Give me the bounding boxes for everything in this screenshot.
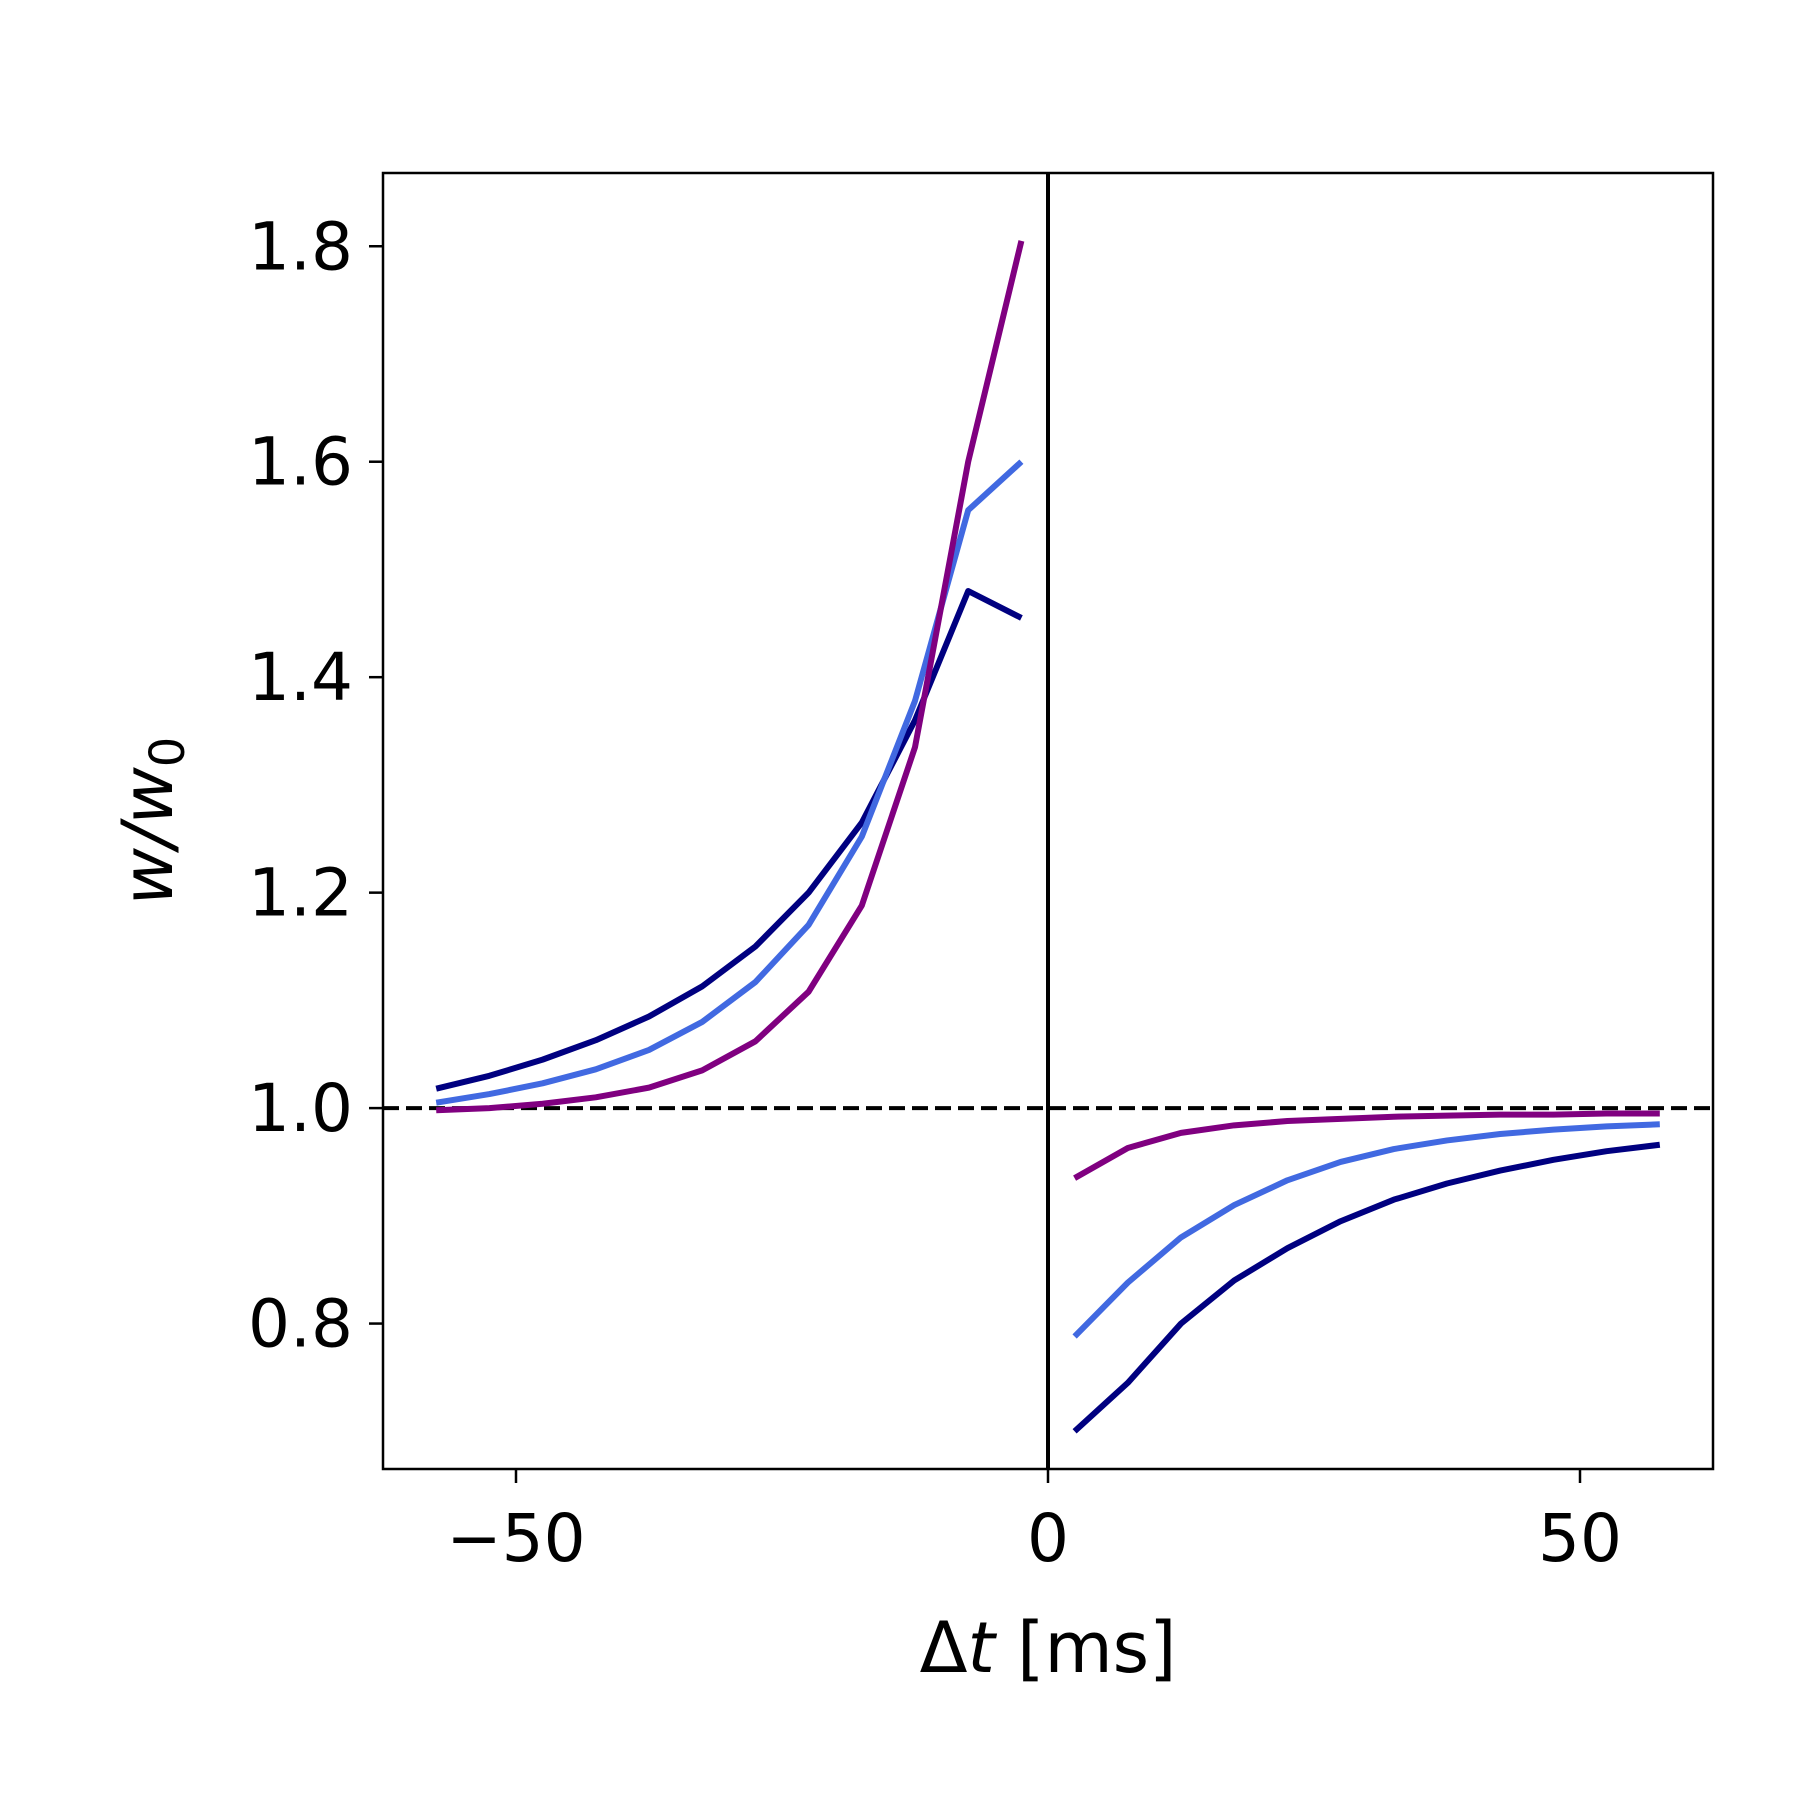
x-axis-label-variable: t (967, 1607, 997, 1689)
series-group (435, 240, 1661, 1434)
series-3-line-segment-1 (436, 240, 1025, 1114)
series-3-line-segment-2 (1073, 1110, 1660, 1181)
x-tick-label: −50 (446, 1500, 585, 1577)
series-1-line-segment-1 (435, 588, 1023, 1092)
reference-lines (383, 173, 1713, 1469)
y-tick-label: 1.0 (248, 1070, 353, 1147)
y-axis-label-subscript: 0 (140, 737, 196, 768)
y-tick-label: 1.6 (248, 424, 353, 501)
y-tick-label: 0.8 (248, 1286, 353, 1363)
y-tick-label: 1.4 (248, 639, 353, 716)
x-tick-label: 50 (1538, 1500, 1622, 1577)
y-axis-ticks: 0.8 1.0 1.2 1.4 1.6 1.8 (248, 208, 383, 1363)
y-axis-label: w/w0 (107, 737, 196, 906)
series-1-line-segment-2 (1072, 1141, 1661, 1434)
y-axis-label-main: w/w (107, 766, 189, 905)
x-axis-label: Δt [ms] (920, 1607, 1177, 1689)
x-tick-label: 0 (1027, 1500, 1069, 1577)
y-tick-label: 1.8 (248, 208, 353, 285)
series-2-line-segment-1 (435, 459, 1024, 1106)
x-axis-label-prefix: Δ (920, 1607, 968, 1689)
x-axis-ticks: −50 0 50 (446, 1469, 1622, 1577)
series-2-line-segment-2 (1072, 1121, 1660, 1339)
x-axis-label-suffix: [ms] (995, 1607, 1177, 1689)
y-tick-label: 1.2 (248, 855, 353, 932)
